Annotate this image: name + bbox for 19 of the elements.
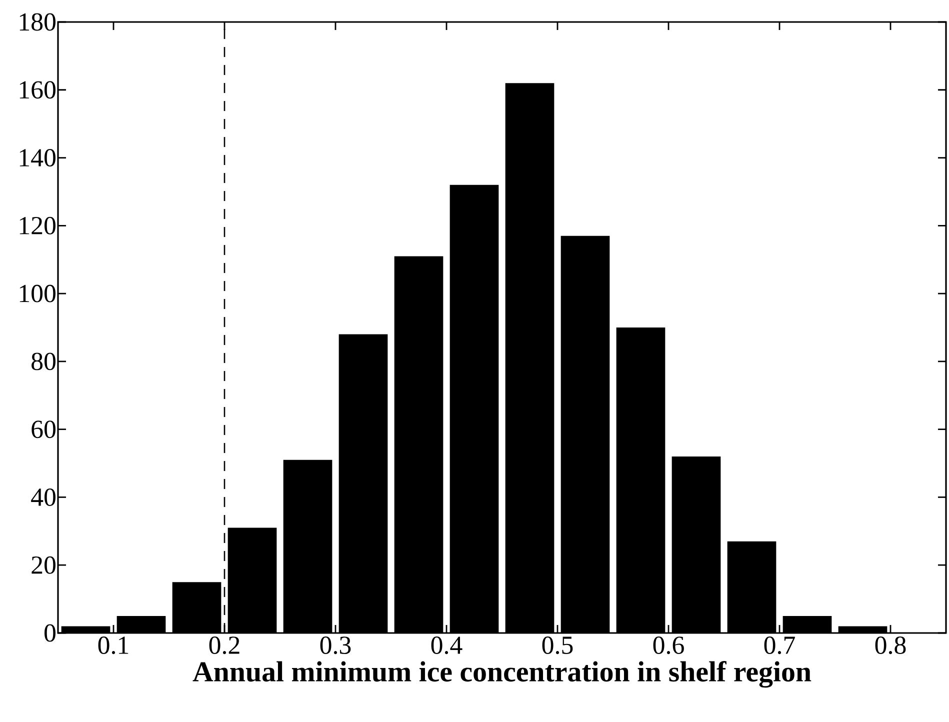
y-tick-label: 100 xyxy=(20,284,56,302)
x-tick-label: 0.7 xyxy=(764,636,795,654)
y-tick-label: 40 xyxy=(31,488,56,506)
y-tick-label: 0 xyxy=(44,624,56,642)
x-tick-label: 0.6 xyxy=(653,636,684,654)
y-tick-label: 120 xyxy=(20,216,56,234)
x-tick-label: 0.5 xyxy=(542,636,573,654)
y-tick-label: 160 xyxy=(20,81,56,99)
x-tick-label: 0.3 xyxy=(320,636,351,654)
y-tick-label: 60 xyxy=(32,420,56,438)
y-tick-label: 180 xyxy=(20,13,56,31)
x-tick-label: 0.1 xyxy=(98,636,128,654)
x-tick-label: 0.8 xyxy=(875,636,906,654)
x-tick-label: 0.4 xyxy=(431,636,462,654)
y-tick-label: 20 xyxy=(32,556,56,574)
x-tick-label: 0.2 xyxy=(209,636,240,654)
y-tick-label: 80 xyxy=(32,352,56,370)
y-tick-label: 140 xyxy=(20,149,56,167)
x-axis-title: Annual minimum ice concentration in shelf region xyxy=(192,660,812,688)
